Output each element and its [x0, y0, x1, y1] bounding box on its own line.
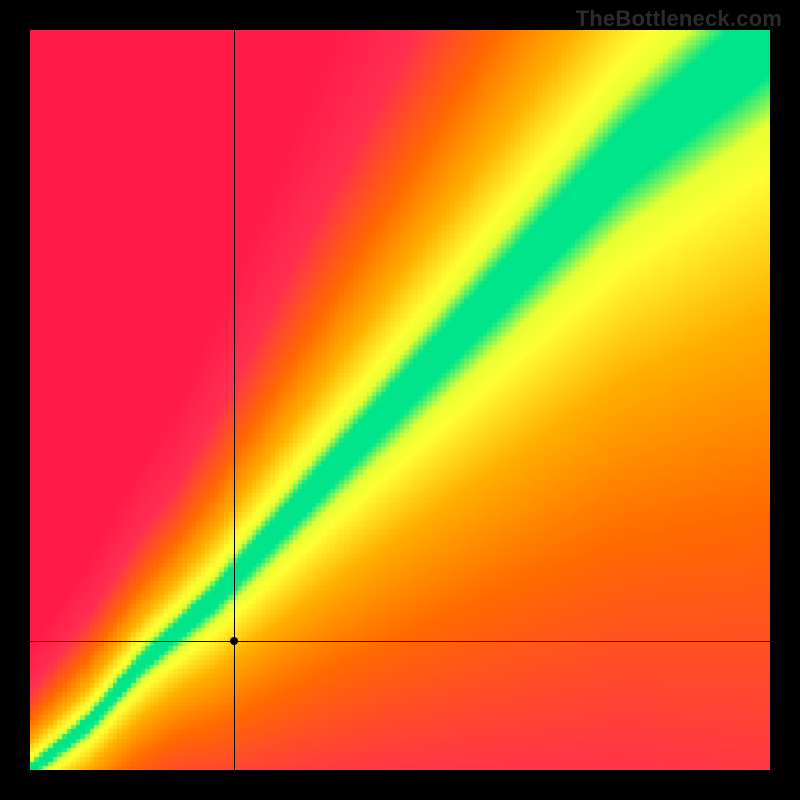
watermark-text: TheBottleneck.com	[576, 6, 782, 32]
heatmap-plot	[30, 30, 770, 770]
crosshair-vertical	[234, 30, 235, 770]
crosshair-marker	[230, 637, 238, 645]
heatmap-canvas	[30, 30, 770, 770]
crosshair-horizontal	[30, 641, 770, 642]
